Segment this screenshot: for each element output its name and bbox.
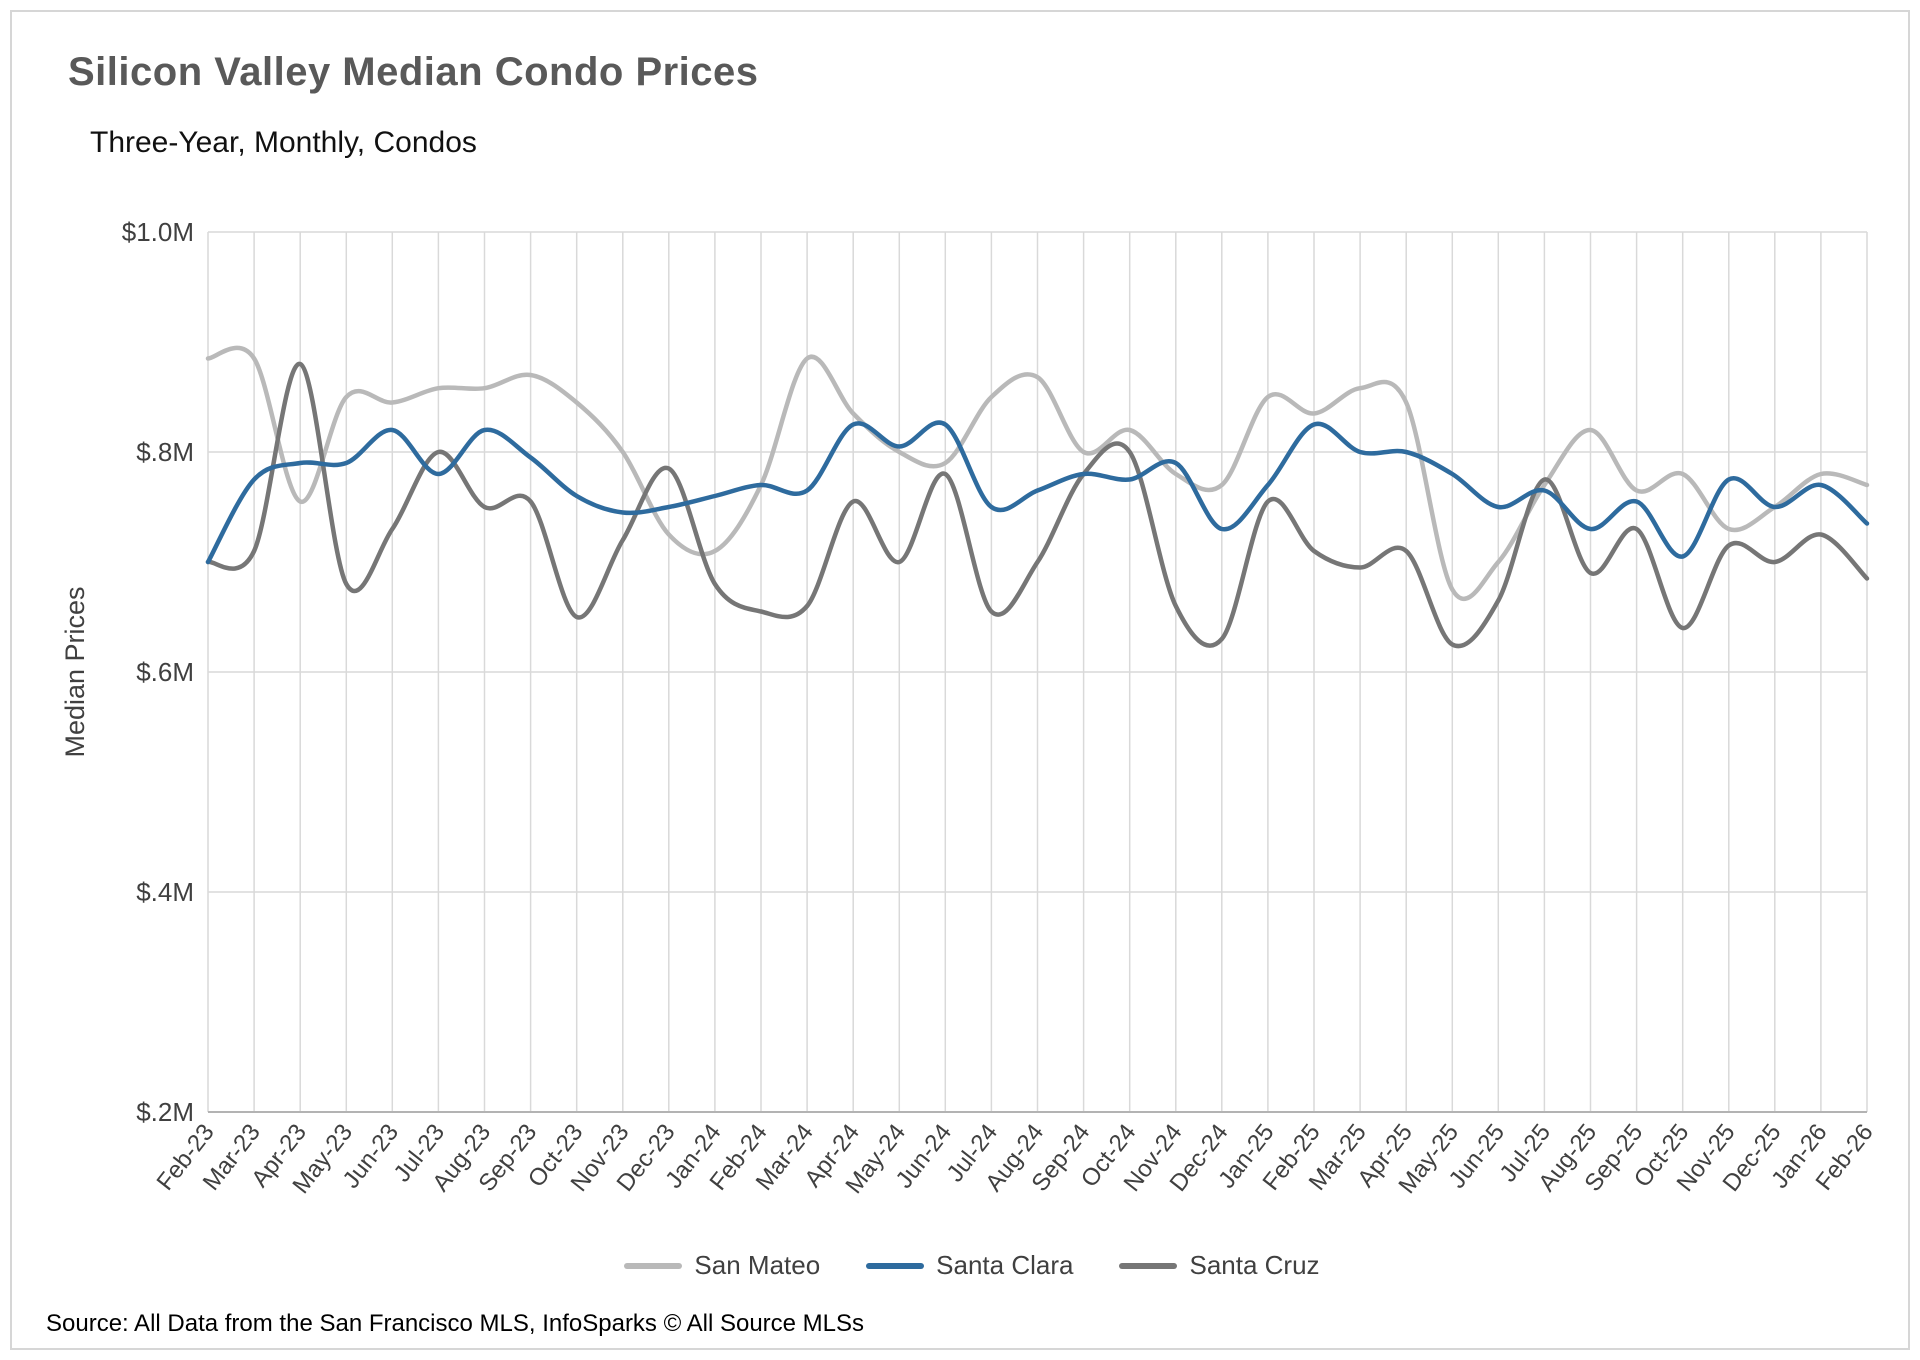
san-mateo-line-swatch: [624, 1262, 683, 1269]
legend-label: Santa Cruz: [1189, 1250, 1320, 1280]
chart-canvas: $.2M$.4M$.6M$.8M$1.0MFeb-23Mar-23Apr-23M…: [60, 217, 1879, 1199]
svg-text:$1.0M: $1.0M: [122, 217, 194, 247]
santa-cruz-line-swatch: [1119, 1262, 1178, 1269]
svg-text:$.2M: $.2M: [136, 1097, 194, 1127]
legend-label: Santa Clara: [936, 1250, 1074, 1280]
svg-text:$.8M: $.8M: [136, 437, 194, 467]
legend-label: San Mateo: [694, 1250, 821, 1280]
svg-text:$.6M: $.6M: [136, 657, 194, 687]
legend-item-san-mateo: San Mateo: [624, 1250, 820, 1281]
santa-clara-line-swatch: [866, 1262, 925, 1269]
legend-item-santa-clara: Santa Clara: [866, 1250, 1073, 1281]
chart-title: Silicon Valley Median Condo Prices: [68, 50, 759, 94]
chart-subtitle: Three-Year, Monthly, Condos: [90, 126, 477, 159]
svg-text:$.4M: $.4M: [136, 877, 194, 907]
source-attribution: Source: All Data from the San Francisco …: [46, 1310, 865, 1337]
chart-frame: Silicon Valley Median Condo Prices Three…: [10, 10, 1910, 1350]
chart-legend: San Mateo Santa Clara Santa Cruz: [12, 1250, 1920, 1281]
svg-text:Median Prices: Median Prices: [60, 586, 90, 757]
legend-item-santa-cruz: Santa Cruz: [1119, 1250, 1320, 1281]
